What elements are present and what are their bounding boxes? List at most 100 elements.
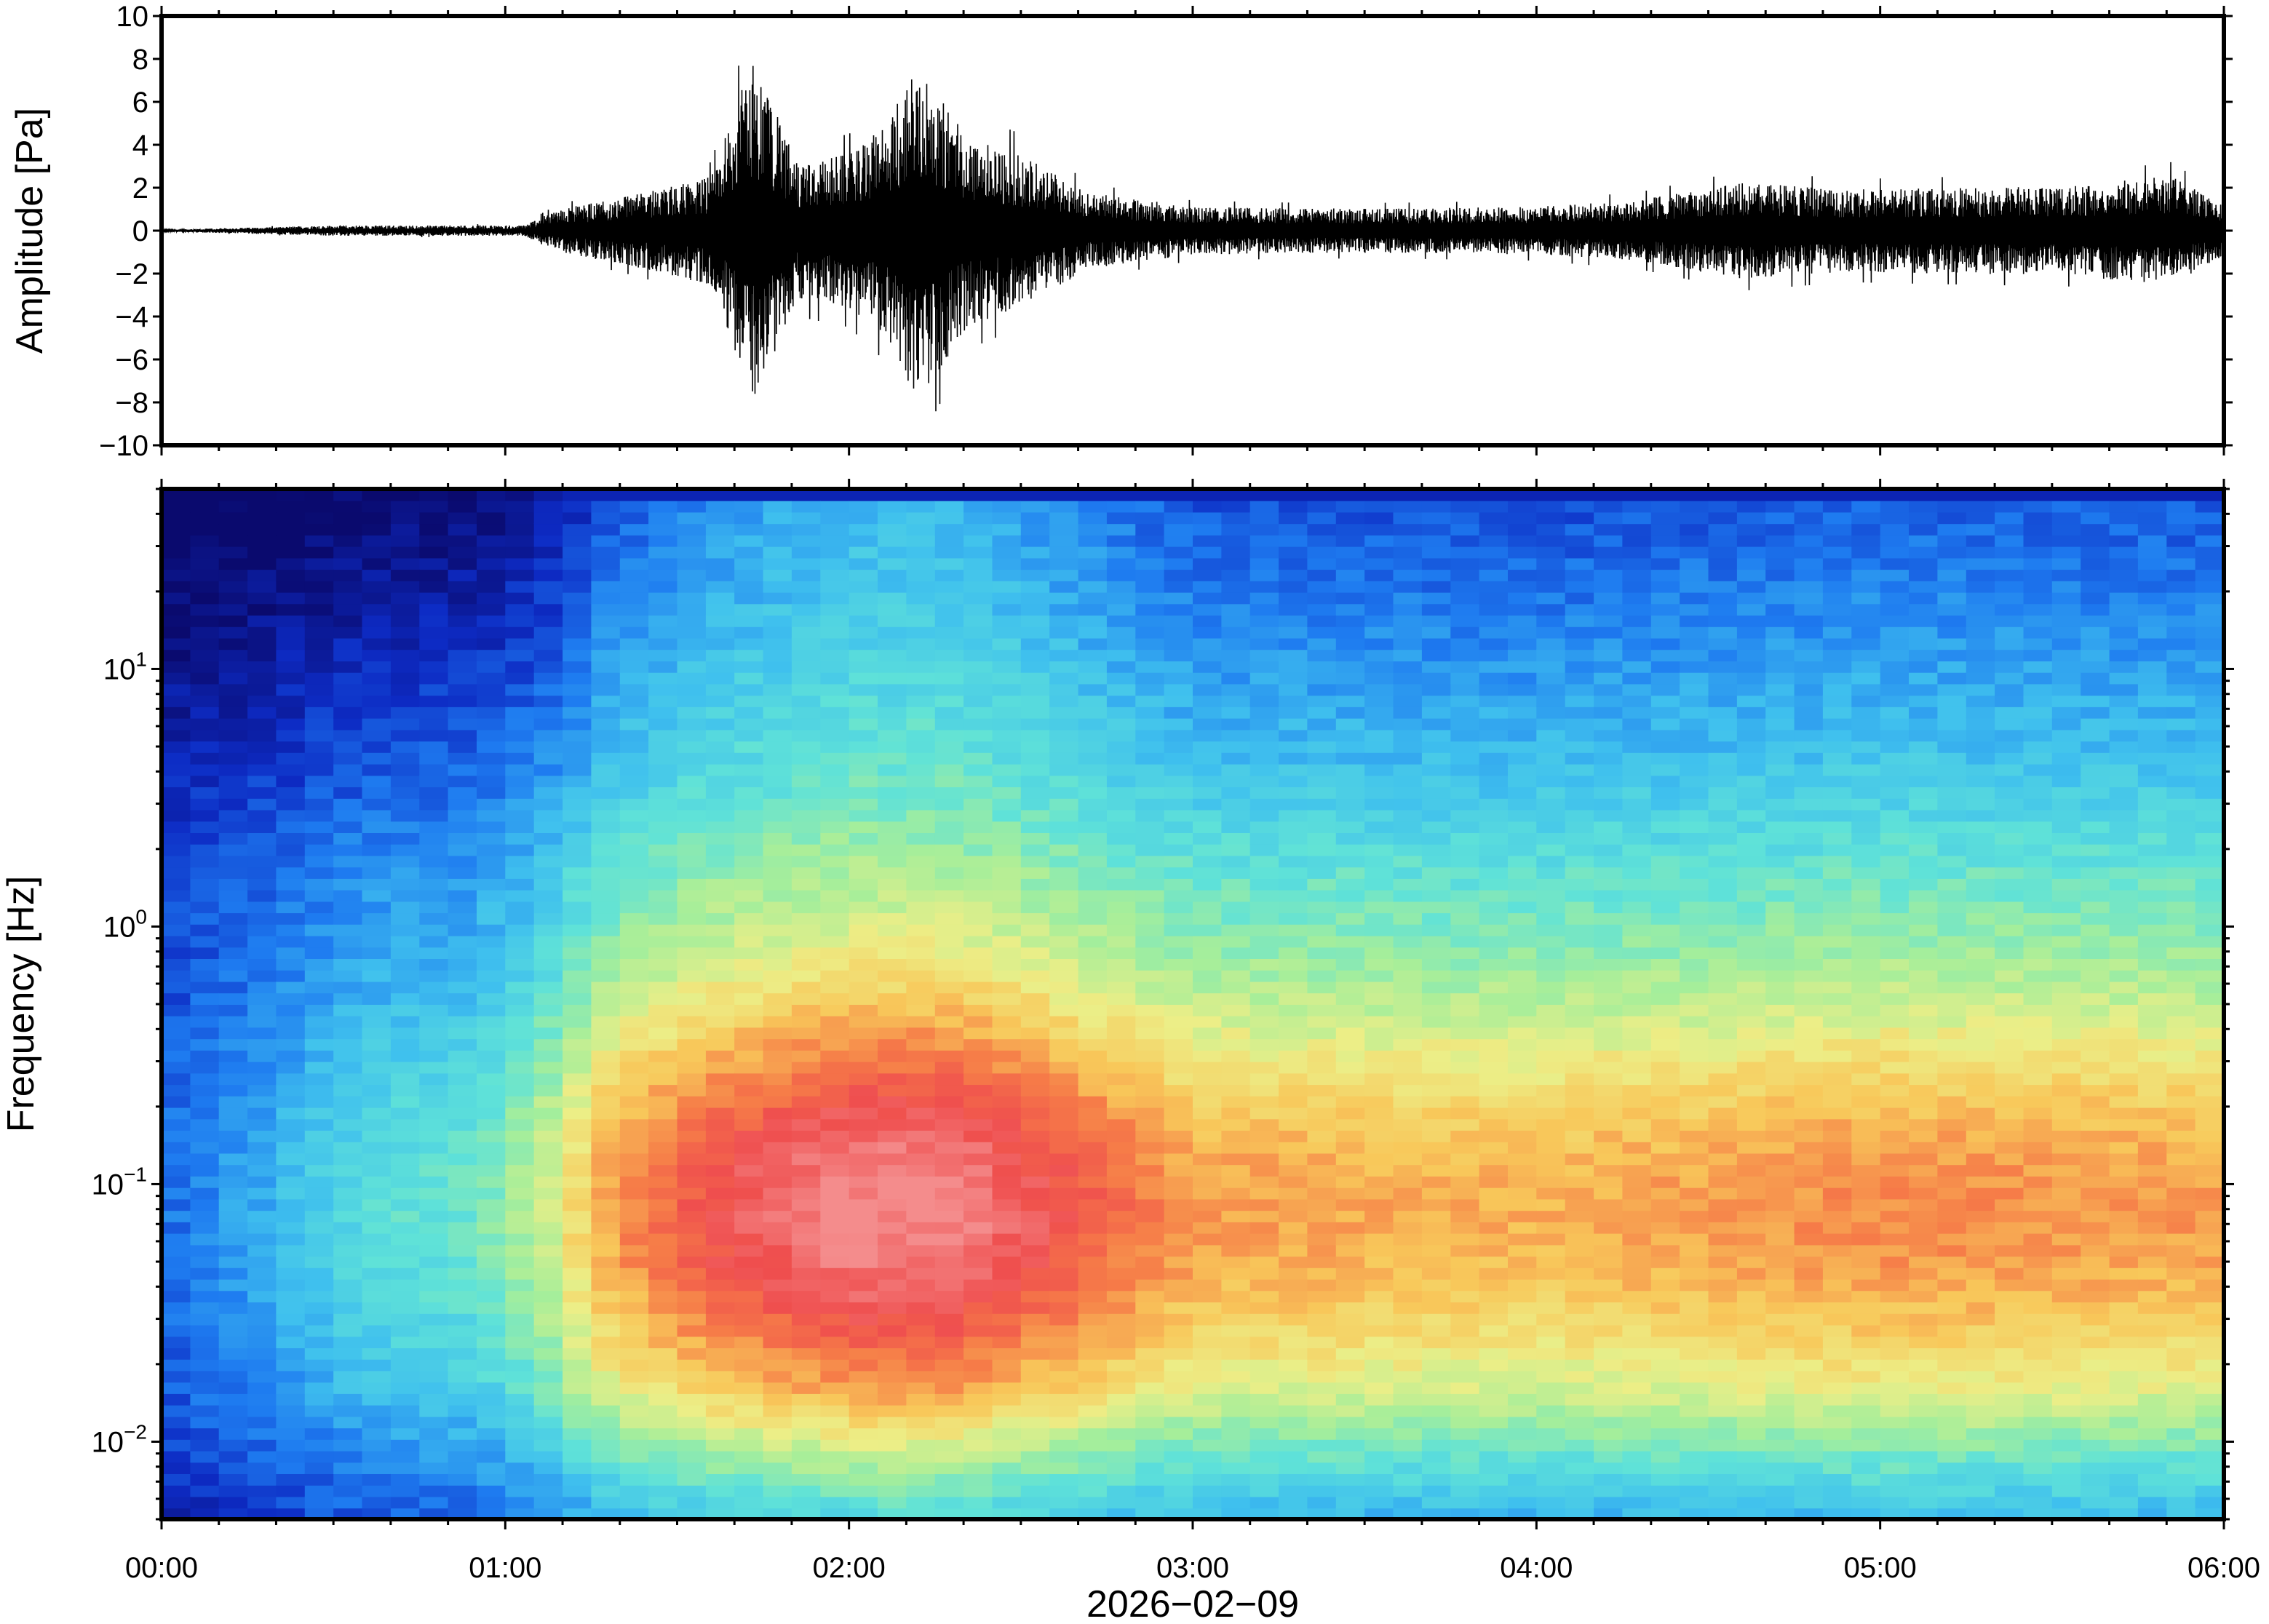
spectrogram-cell [1594,1428,1624,1440]
spectrogram-cell [1508,912,1538,925]
spectrogram-cell [1020,1107,1051,1120]
spectrogram-cell [1536,1267,1566,1280]
spectrogram-cell [1565,1233,1595,1246]
spectrogram-cell [1335,1027,1366,1040]
spectrogram-cell [763,809,792,822]
spectrogram-cell [477,1393,506,1406]
spectrogram-cell [505,1290,535,1302]
spectrogram-cell [419,1302,449,1314]
spectrogram-cell [218,1496,249,1509]
spectrogram-cell [505,775,535,787]
spectrogram-cell [1164,1450,1193,1463]
spectrogram-cell [906,1370,936,1383]
spectrogram-cell [849,992,879,1005]
spectrogram-cell [1279,1358,1308,1372]
spectrogram-cell [1135,1267,1165,1280]
spectrogram-cell [477,1118,506,1131]
spectrogram-cell [448,1473,477,1486]
spectrogram-cell [162,683,191,696]
spectrogram-cell [1594,546,1624,559]
spectrogram-cell [648,1290,678,1302]
spectrogram-cell [619,923,650,936]
spectrogram-cell [1479,1393,1509,1406]
spectrogram-cell [1680,729,1709,742]
spectrogram-cell [1622,580,1652,593]
spectrogram-cell [1508,1393,1538,1406]
spectrogram-cell [1508,1313,1538,1326]
spectrogram-cell [1164,1302,1193,1314]
spectrogram-cell [1393,1176,1423,1188]
spectrogram-cell [218,1107,249,1120]
spectrogram-cell [1421,1450,1452,1463]
spectrogram-cell [1364,832,1394,845]
spectrogram-cell [1078,1348,1108,1360]
spectrogram-cell [734,1370,764,1383]
spectrogram-cell [591,1164,621,1177]
spectrogram-cell [1078,809,1108,822]
spectrogram-cell [1307,1118,1337,1131]
spectrogram-cell [563,1508,592,1519]
spectrogram-cell [1221,1210,1251,1222]
spectrogram-cell [190,832,220,845]
spectrogram-cell [1594,821,1624,833]
spectrogram-cell [1680,1324,1709,1337]
spectrogram-cell [619,1302,650,1314]
spectrogram-cell [1364,775,1394,787]
spectrogram-cell [276,1404,306,1417]
spectrogram-cell [505,1416,535,1429]
spectrogram-cell [162,1438,191,1452]
spectrogram-cell [591,958,621,971]
spectrogram-cell [1393,1278,1423,1291]
spectrogram-cell [448,1061,477,1074]
spectrogram-cell [304,1278,335,1291]
spectrogram-cell [1421,763,1452,776]
spectrogram-cell [1421,969,1452,982]
spectrogram-cell [734,683,764,696]
spectrogram-cell [878,1370,907,1383]
spectrogram-cell [1622,947,1652,959]
spectrogram-cell [1536,855,1566,868]
spectrogram-cell [1106,1130,1137,1142]
spectrogram-cell [1193,1370,1223,1383]
spectrogram-cell [1565,741,1595,753]
spectrogram-cell [1450,1358,1480,1372]
spectrogram-cell [849,1015,879,1028]
spectrogram-cell [390,1462,421,1474]
spectrogram-cell [390,1141,421,1154]
spectrogram-cell [448,821,477,833]
spectrogram-cell [906,935,936,948]
spectrogram-cell [1279,592,1308,605]
spectrogram-cell [1708,1462,1738,1474]
spectrogram-cell [1049,580,1079,593]
spectrogram-cell [791,729,822,742]
spectrogram-cell [1364,1450,1394,1463]
spectrogram-cell [304,1072,335,1086]
spectrogram-cell [1565,1278,1595,1291]
spectrogram-cell [1279,1027,1308,1040]
spectrogram-cell [849,1084,879,1096]
spectrogram-cell [1249,1358,1280,1372]
spectrogram-cell [190,821,220,833]
spectrogram-cell [1536,923,1566,936]
spectrogram-cell [1622,546,1652,559]
spectrogram-cell [791,1358,822,1372]
spectrogram-cell [276,1473,306,1486]
spectrogram-cell [1364,1153,1394,1166]
spectrogram-cell [1135,821,1165,833]
spectrogram-cell [849,1210,879,1222]
spectrogram-cell [333,1267,363,1280]
spectrogram-cell [1221,1348,1251,1360]
spectrogram-cell [1565,1084,1595,1096]
spectrogram-cell [1393,489,1423,501]
spectrogram-cell [218,1061,249,1074]
spectrogram-cell [849,1061,879,1074]
spectrogram-cell [1164,637,1193,650]
spectrogram-cell [591,569,621,581]
spectrogram-cell [1622,661,1652,673]
spectrogram-cell [477,923,506,936]
spectrogram-cell [906,877,936,891]
spectrogram-cell [849,580,879,593]
spectrogram-cell [705,923,736,936]
spectrogram-cell [1249,1393,1280,1406]
spectrogram-cell [1106,523,1137,536]
